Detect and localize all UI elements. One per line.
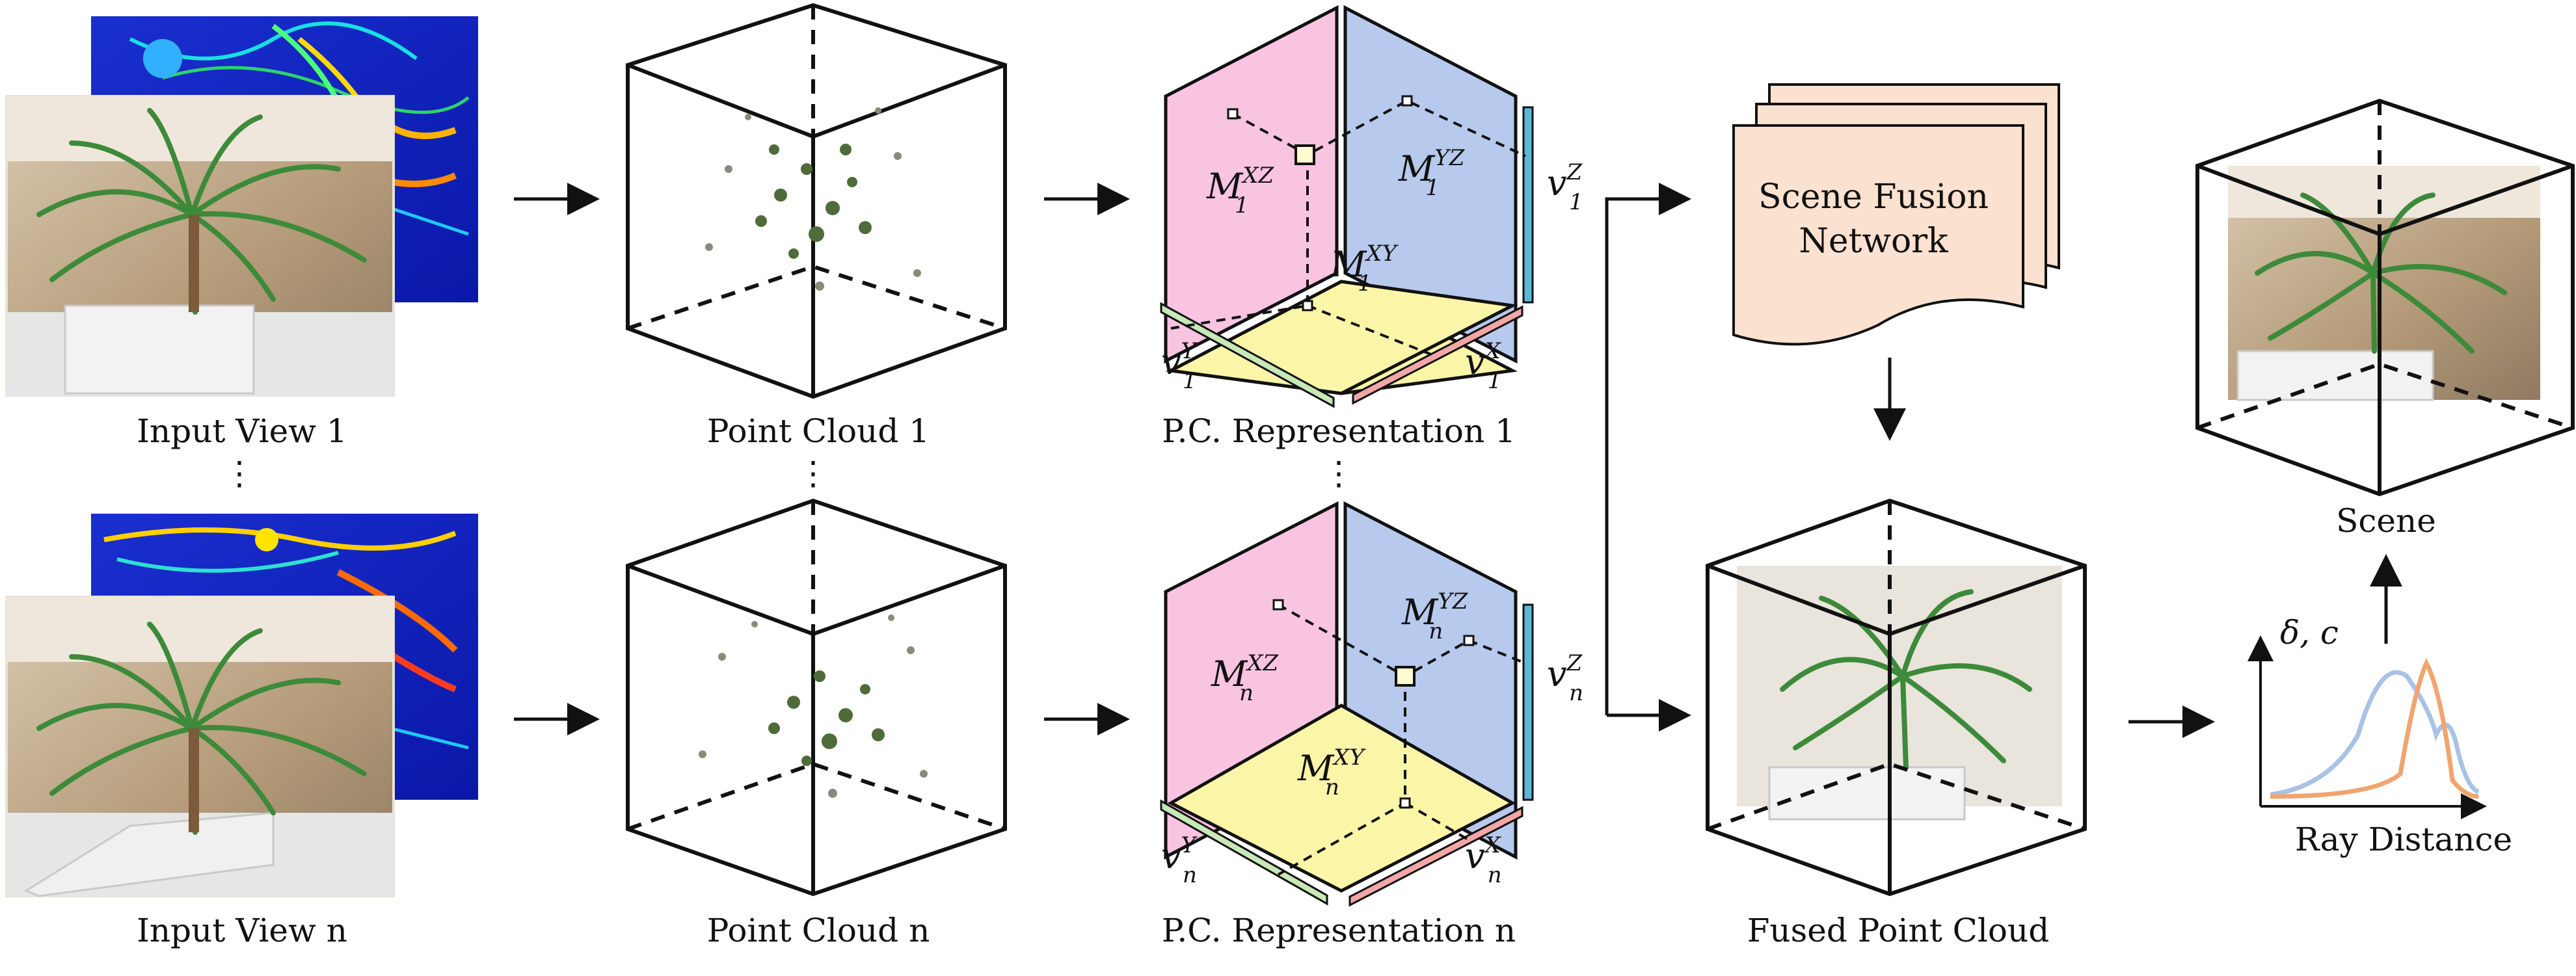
point-cloud-1-points xyxy=(705,107,921,291)
ellipsis-representations: ⋮ xyxy=(1322,455,1355,492)
label-v1-x: vX 1 xyxy=(1465,338,1502,394)
caption-pc-rep-1: P.C. Representation 1 xyxy=(1162,412,1516,450)
input-view-1 xyxy=(5,16,478,397)
label-v1-z: vZ 1 xyxy=(1547,159,1583,215)
depth-map-n-details xyxy=(103,527,469,750)
bracket-arrows xyxy=(1605,183,1691,732)
curve-orange xyxy=(2270,658,2479,799)
label-m1-xz: MXZ 1 xyxy=(1206,163,1275,218)
fused-point-cloud-cube xyxy=(1706,498,2087,897)
caption-fused-point-cloud: Fused Point Cloud xyxy=(1747,912,2050,949)
vz-bar-1 xyxy=(1522,106,1534,304)
scene-fusion-network-box xyxy=(1732,83,2060,346)
vx-bar-n xyxy=(1348,806,1523,907)
label-vn-x: vX n xyxy=(1465,832,1502,888)
point-cloud-n-points xyxy=(699,614,928,798)
vx-bar-1 xyxy=(1352,305,1523,405)
label-mn-xy: MXY n xyxy=(1297,745,1367,800)
scene-cube xyxy=(2195,98,2575,497)
caption-input-view-n: Input View n xyxy=(137,912,347,949)
caption-point-cloud-n: Point Cloud n xyxy=(707,912,930,949)
label-vn-y: vY n xyxy=(1161,832,1198,888)
caption-ray-distance: Ray Distance xyxy=(2295,821,2512,858)
label-mn-xz: MXZ n xyxy=(1211,650,1280,706)
label-m1-yz: MYZ 1 xyxy=(1398,145,1466,201)
label-v1-y: vY 1 xyxy=(1161,338,1198,394)
yz-plane-1 xyxy=(1343,5,1518,364)
vy-bar-n xyxy=(1160,799,1328,906)
vy-bar-1 xyxy=(1160,302,1335,408)
caption-point-cloud-1: Point Cloud 1 xyxy=(707,412,930,450)
xz-plane-1 xyxy=(1164,5,1339,364)
ray-plot-ylabel: δ, c xyxy=(2280,614,2339,652)
ellipsis-point-clouds: ⋮ xyxy=(797,455,829,492)
caption-scene: Scene xyxy=(2336,502,2436,540)
caption-pc-rep-n: P.C. Representation n xyxy=(1162,912,1516,949)
vz-bar-n xyxy=(1522,603,1534,801)
caption-input-view-1: Input View 1 xyxy=(137,412,347,450)
point-cloud-1-cube xyxy=(626,3,1007,399)
fusion-box-line2: Network xyxy=(1799,222,1948,261)
fusion-box-line1: Scene Fusion xyxy=(1758,178,1989,217)
label-m1-xy: MXY 1 xyxy=(1330,241,1399,297)
input-view-n xyxy=(5,514,478,897)
label-vn-z: vZ n xyxy=(1547,650,1583,706)
label-mn-yz: MYZ n xyxy=(1401,588,1469,644)
xy-plane-n xyxy=(1167,704,1516,893)
palm-tree-1 xyxy=(36,108,367,315)
ellipsis-inputs: ⋮ xyxy=(223,455,256,492)
curve-blue xyxy=(2270,670,2480,797)
point-cloud-n-cube xyxy=(626,498,1007,897)
pc-representation-n xyxy=(1160,501,1534,907)
pc-representation-1 xyxy=(1160,5,1534,408)
ray-distance-plot xyxy=(2247,635,2487,819)
